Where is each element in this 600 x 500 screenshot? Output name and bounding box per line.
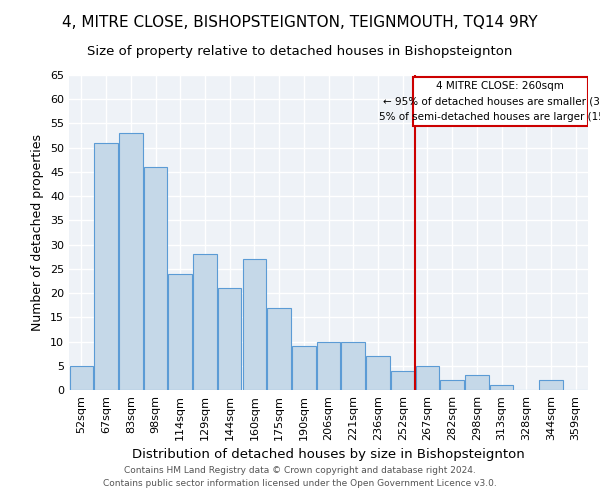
Text: Size of property relative to detached houses in Bishopsteignton: Size of property relative to detached ho… [88,45,512,58]
Bar [268,308,291,390]
Text: 4, MITRE CLOSE, BISHOPSTEIGNTON, TEIGNMOUTH, TQ14 9RY: 4, MITRE CLOSE, BISHOPSTEIGNTON, TEIGNMO… [62,15,538,30]
Bar [391,370,415,390]
Bar [242,259,266,390]
Bar [292,346,316,390]
Bar [440,380,464,390]
Text: 4 MITRE CLOSE: 260sqm
← 95% of detached houses are smaller (309)
5% of semi-deta: 4 MITRE CLOSE: 260sqm ← 95% of detached … [379,81,600,122]
Bar [119,133,143,390]
Bar [490,385,513,390]
Y-axis label: Number of detached properties: Number of detached properties [31,134,44,331]
Bar [416,366,439,390]
Bar [341,342,365,390]
Bar [94,143,118,390]
Bar [169,274,192,390]
Bar [317,342,340,390]
Bar [366,356,389,390]
Bar [465,376,488,390]
Bar [218,288,241,390]
Bar [70,366,93,390]
Bar [193,254,217,390]
Bar [413,78,587,126]
Bar [144,167,167,390]
X-axis label: Distribution of detached houses by size in Bishopsteignton: Distribution of detached houses by size … [132,448,525,462]
Text: Contains HM Land Registry data © Crown copyright and database right 2024.
Contai: Contains HM Land Registry data © Crown c… [103,466,497,487]
Bar [539,380,563,390]
